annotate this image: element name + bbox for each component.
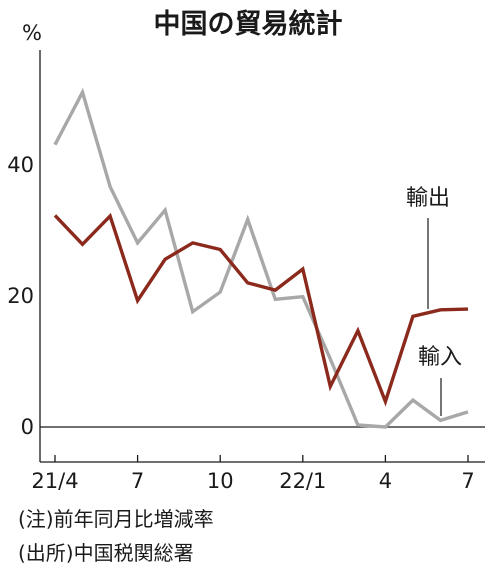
x-tick-label: 4	[379, 469, 392, 493]
x-tick-label: 21/4	[31, 469, 78, 493]
y-tick-label: 0	[21, 415, 34, 439]
x-tick-label: 7	[461, 469, 474, 493]
x-tick-label: 10	[207, 469, 234, 493]
x-tick-label: 7	[131, 469, 144, 493]
chart-title: 中国の貿易統計	[154, 8, 343, 40]
series-label-exports: 輸出	[406, 186, 450, 211]
x-ticks: 21/4 7 10 22/1 4 7	[31, 455, 475, 493]
series-line-exports	[53, 212, 469, 407]
y-tick-label: 20	[7, 284, 34, 308]
note-line-1: (注)前年同月比増減率	[18, 507, 214, 531]
y-unit-label: %	[22, 21, 42, 45]
series-line-imports	[53, 87, 469, 429]
y-tick-label: 40	[7, 153, 34, 177]
series-label-imports: 輸入	[418, 345, 462, 370]
note-line-2: (出所)中国税関総署	[18, 541, 194, 565]
y-ticks: 0 20 40	[7, 153, 34, 439]
series-lines	[53, 87, 469, 429]
x-tick-label: 22/1	[279, 469, 326, 493]
